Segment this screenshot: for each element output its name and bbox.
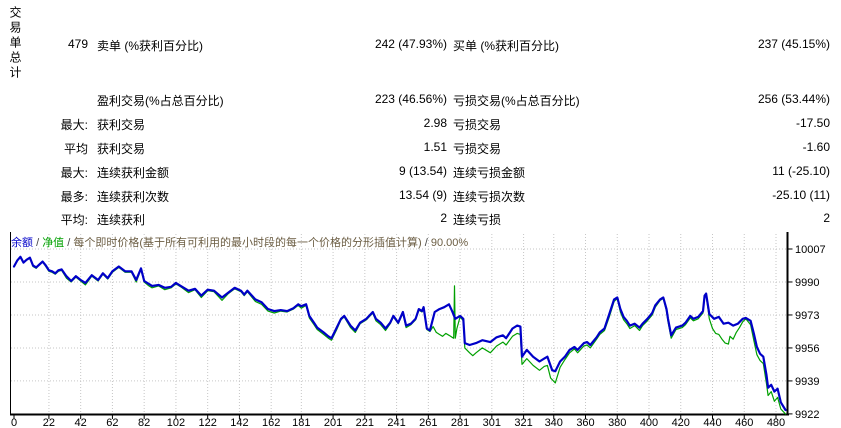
- svg-text:42: 42: [75, 417, 87, 428]
- tester-graph-panel: 10007 9990 9973 9956 9939 9922 0 22 42 62 82 102 122…: [0, 230, 841, 428]
- svg-text:480: 480: [767, 417, 785, 428]
- loss-trades-label: 亏损交易(%占总百分比): [453, 94, 580, 108]
- svg-text:301: 301: [483, 417, 501, 428]
- svg-text:340: 340: [545, 417, 563, 428]
- table-row: 最多: 连续获利次数 13.54 (9) 连续亏损次数 -25.10 (11): [0, 188, 841, 204]
- total-trades-value: 479: [67, 37, 88, 51]
- svg-text:360: 360: [576, 417, 594, 428]
- max-consecutive-loss-label: 连续亏损金额: [453, 166, 526, 180]
- avg-consecutive-losses-label: 连续亏损: [453, 213, 502, 227]
- svg-text:380: 380: [608, 417, 626, 428]
- svg-text:241: 241: [387, 417, 405, 428]
- avg-consecutive-wins-value: 2: [440, 211, 447, 225]
- average-loss-value: -1.60: [802, 140, 830, 154]
- svg-text:9973: 9973: [795, 310, 819, 322]
- sell-trades-value: 242 (47.93%): [374, 37, 447, 51]
- svg-text:460: 460: [735, 417, 753, 428]
- largest-loss-value: -17.50: [795, 116, 830, 130]
- table-row: 平均 获利交易 1.51 亏损交易 -1.60: [0, 140, 841, 156]
- largest-profit-label: 获利交易: [97, 118, 146, 132]
- balance-equity-chart: 10007 9990 9973 9956 9939 9922 0 22 42 62 82 102 122…: [10, 232, 826, 428]
- separator: /: [424, 237, 428, 249]
- model-description: 每个即时价格(基于所有可利用的最小时段的每一个价格的分形插值计算): [73, 237, 422, 249]
- svg-text:10007: 10007: [795, 244, 826, 256]
- buy-trades-value: 237 (45.15%): [757, 37, 830, 51]
- svg-text:321: 321: [514, 417, 532, 428]
- max-consecutive-loss-value: 11 (-25.10): [772, 164, 830, 178]
- svg-text:82: 82: [138, 417, 150, 428]
- table-row: 盈利交易(%占总百分比) 223 (46.56%) 亏损交易(%占总百分比) 2…: [0, 92, 841, 108]
- table-row: 平均: 连续获利 2 连续亏损 2: [0, 211, 841, 227]
- table-row: 最大: 连续获利金额 9 (13.54) 连续亏损金额 11 (-25.10): [0, 164, 841, 180]
- svg-text:420: 420: [672, 417, 690, 428]
- row-prefix: 最大:: [60, 166, 88, 180]
- profit-trades-label: 盈利交易(%占总百分比): [97, 94, 224, 108]
- separator: /: [36, 237, 40, 249]
- average-loss-label: 亏损交易: [453, 142, 502, 156]
- max-consecutive-profit-label: 连续获利金额: [97, 166, 170, 180]
- row-prefix: 最多:: [60, 190, 88, 204]
- svg-text:440: 440: [703, 417, 721, 428]
- equity-legend-label: 净值: [42, 237, 65, 249]
- svg-text:122: 122: [198, 417, 216, 428]
- svg-text:0: 0: [11, 417, 17, 428]
- max-consecutive-losses-value: -25.10 (11): [772, 188, 830, 202]
- chart-header: 余额 / 净值 / 每个即时价格(基于所有可利用的最小时段的每一个价格的分形插值…: [11, 234, 468, 250]
- svg-text:142: 142: [230, 417, 248, 428]
- largest-loss-label: 亏损交易: [453, 118, 502, 132]
- profit-trades-value: 223 (46.56%): [374, 92, 447, 106]
- largest-profit-value: 2.98: [423, 116, 447, 130]
- svg-text:22: 22: [43, 417, 55, 428]
- svg-text:181: 181: [292, 417, 310, 428]
- row-prefix: 平均: [63, 142, 88, 156]
- svg-text:9990: 9990: [795, 277, 819, 289]
- max-consecutive-profit-value: 9 (13.54): [398, 164, 447, 178]
- svg-text:201: 201: [324, 417, 342, 428]
- avg-consecutive-wins-label: 连续获利: [97, 213, 146, 227]
- average-profit-label: 获利交易: [97, 142, 146, 156]
- modelling-quality: 90.00%: [430, 237, 469, 249]
- svg-text:221: 221: [356, 417, 374, 428]
- table-row: 479 卖单 (%获利百分比) 242 (47.93%) 买单 (%获利百分比)…: [0, 37, 841, 53]
- loss-trades-value: 256 (53.44%): [757, 92, 830, 106]
- avg-consecutive-losses-value: 2: [823, 211, 830, 225]
- svg-text:261: 261: [419, 417, 437, 428]
- sell-trades-label: 卖单 (%获利百分比): [97, 39, 203, 53]
- separator: /: [67, 237, 71, 249]
- svg-text:102: 102: [167, 417, 185, 428]
- svg-text:400: 400: [640, 417, 658, 428]
- row-prefix: 平均:: [60, 213, 88, 227]
- svg-text:9939: 9939: [795, 376, 819, 388]
- max-consecutive-wins-label: 连续获利次数: [97, 190, 170, 204]
- buy-trades-label: 买单 (%获利百分比): [453, 39, 559, 53]
- svg-text:162: 162: [262, 417, 280, 428]
- svg-text:281: 281: [451, 417, 469, 428]
- table-row: 最大: 获利交易 2.98 亏损交易 -17.50: [0, 116, 841, 132]
- svg-text:9956: 9956: [795, 343, 819, 355]
- svg-text:9922: 9922: [795, 409, 819, 421]
- balance-legend-label: 余额: [11, 237, 33, 249]
- report-row-header: 交易单总计: [8, 6, 22, 81]
- average-profit-value: 1.51: [423, 140, 447, 154]
- max-consecutive-losses-label: 连续亏损次数: [453, 190, 526, 204]
- svg-text:62: 62: [106, 417, 118, 428]
- max-consecutive-wins-value: 13.54 (9): [398, 188, 447, 202]
- row-prefix: 最大:: [60, 118, 88, 132]
